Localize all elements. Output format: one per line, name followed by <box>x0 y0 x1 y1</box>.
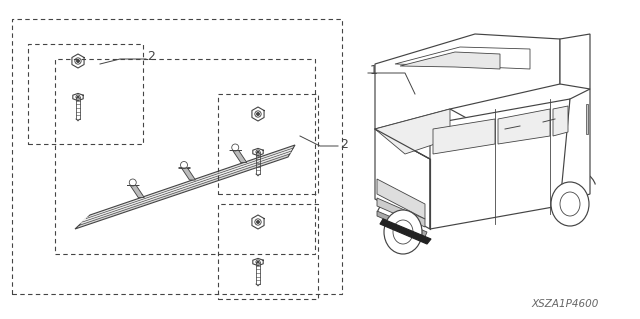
Text: 2: 2 <box>340 137 348 151</box>
Polygon shape <box>553 106 568 136</box>
Polygon shape <box>75 145 295 229</box>
Circle shape <box>257 151 259 153</box>
Polygon shape <box>127 186 144 197</box>
Polygon shape <box>377 179 425 219</box>
Text: 2: 2 <box>147 50 155 63</box>
Ellipse shape <box>551 182 589 226</box>
Polygon shape <box>498 109 550 144</box>
Circle shape <box>257 113 259 115</box>
Circle shape <box>77 96 79 98</box>
Polygon shape <box>375 129 430 229</box>
Polygon shape <box>380 219 431 244</box>
Ellipse shape <box>384 210 422 254</box>
Polygon shape <box>395 47 530 69</box>
Polygon shape <box>375 34 560 129</box>
Polygon shape <box>560 34 590 89</box>
Polygon shape <box>560 89 590 204</box>
Polygon shape <box>586 104 588 134</box>
Polygon shape <box>377 211 427 237</box>
Polygon shape <box>430 99 570 229</box>
Ellipse shape <box>393 220 413 244</box>
Polygon shape <box>375 109 450 154</box>
Circle shape <box>257 221 259 223</box>
Ellipse shape <box>560 192 580 216</box>
Polygon shape <box>179 168 195 180</box>
Polygon shape <box>80 147 292 224</box>
Circle shape <box>77 60 79 62</box>
Polygon shape <box>375 109 505 159</box>
Polygon shape <box>433 119 495 154</box>
Circle shape <box>257 261 259 263</box>
Polygon shape <box>400 52 500 69</box>
Polygon shape <box>230 151 247 162</box>
Polygon shape <box>377 198 425 227</box>
Text: XSZA1P4600: XSZA1P4600 <box>531 299 598 309</box>
Text: 1: 1 <box>370 64 378 78</box>
